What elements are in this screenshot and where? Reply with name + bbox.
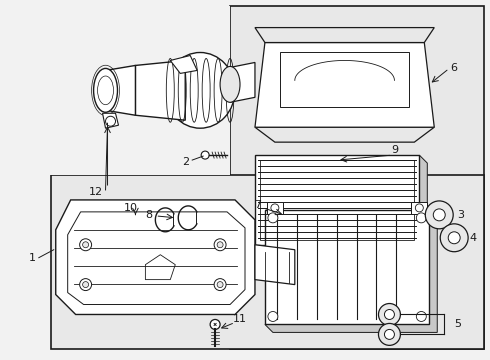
Ellipse shape: [433, 209, 445, 221]
Polygon shape: [255, 28, 434, 42]
Bar: [255, 155, 419, 245]
Ellipse shape: [268, 213, 278, 223]
Text: 1: 1: [29, 253, 36, 263]
Polygon shape: [171, 55, 197, 73]
Ellipse shape: [440, 224, 468, 252]
Ellipse shape: [385, 329, 394, 339]
Text: 6: 6: [451, 63, 458, 73]
Text: 10: 10: [123, 203, 137, 213]
Text: 9: 9: [391, 145, 398, 155]
Ellipse shape: [105, 116, 116, 126]
Ellipse shape: [94, 68, 118, 112]
Bar: [260, 160, 415, 240]
Ellipse shape: [268, 311, 278, 321]
Text: 11: 11: [233, 314, 247, 324]
Polygon shape: [230, 62, 255, 102]
Text: 4: 4: [469, 233, 476, 243]
Ellipse shape: [201, 151, 209, 159]
Bar: [412, 202, 427, 214]
Ellipse shape: [378, 323, 400, 345]
Polygon shape: [102, 113, 119, 128]
Text: 5: 5: [454, 319, 461, 329]
Ellipse shape: [80, 239, 92, 251]
Ellipse shape: [425, 201, 453, 229]
Polygon shape: [255, 42, 434, 127]
Text: 12: 12: [89, 187, 102, 197]
Ellipse shape: [217, 242, 223, 248]
Ellipse shape: [416, 311, 426, 321]
Text: 3: 3: [457, 210, 464, 220]
Ellipse shape: [448, 232, 460, 244]
Ellipse shape: [416, 213, 426, 223]
Ellipse shape: [271, 204, 279, 212]
Ellipse shape: [165, 53, 235, 128]
Polygon shape: [255, 155, 427, 253]
Ellipse shape: [83, 282, 89, 288]
Bar: [51, 175, 484, 349]
Polygon shape: [255, 127, 434, 142]
Ellipse shape: [378, 303, 400, 325]
Text: 2: 2: [182, 157, 189, 167]
Bar: [265, 210, 429, 324]
Bar: [230, 6, 484, 349]
Ellipse shape: [210, 319, 220, 329]
Polygon shape: [135, 60, 185, 120]
Bar: [6, 6, 230, 175]
Polygon shape: [105, 66, 135, 115]
Polygon shape: [56, 200, 255, 315]
Ellipse shape: [416, 204, 423, 212]
Ellipse shape: [217, 282, 223, 288]
Bar: [280, 53, 409, 107]
Bar: [267, 202, 283, 214]
Ellipse shape: [214, 239, 226, 251]
Ellipse shape: [83, 242, 89, 248]
Text: 8: 8: [145, 210, 152, 220]
Ellipse shape: [220, 67, 240, 102]
Polygon shape: [265, 210, 437, 332]
Text: 7: 7: [254, 200, 262, 210]
Ellipse shape: [214, 279, 226, 291]
Ellipse shape: [385, 310, 394, 319]
Polygon shape: [255, 245, 295, 285]
Ellipse shape: [80, 279, 92, 291]
